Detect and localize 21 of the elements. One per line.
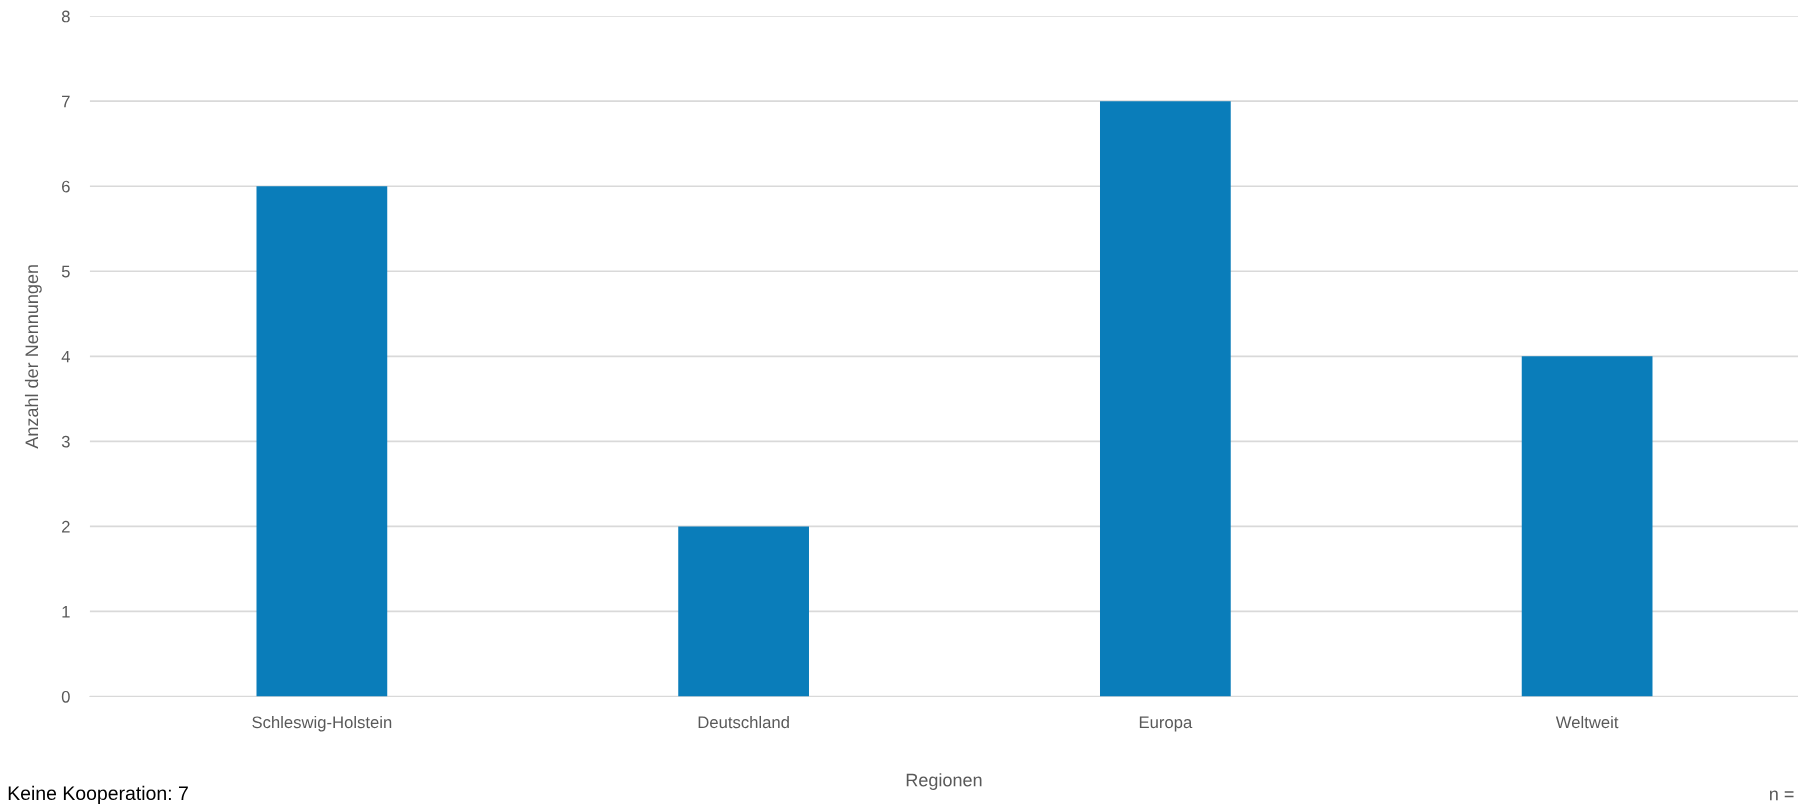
y-tick-label: 3 — [61, 435, 70, 448]
x-axis-title: Regionen — [906, 773, 982, 790]
y-tick-label: 8 — [61, 10, 70, 23]
y-tick-label: 6 — [62, 180, 70, 193]
y-tick-label: 5 — [61, 265, 70, 278]
y-tick-label: 0 — [61, 690, 70, 703]
x-tick-label: Europa — [1139, 716, 1193, 732]
text: Keine Kooperation: 7 — [8, 785, 188, 804]
y-tick-label: 1 — [62, 606, 70, 618]
y-axis-title: Anzahl der Nennungen — [24, 265, 42, 449]
x-tick-label: Deutschland — [698, 715, 789, 729]
bar — [678, 526, 809, 697]
x-tick-label: Weltweit — [1555, 715, 1619, 729]
bar — [256, 186, 388, 697]
text: n = — [1770, 790, 1794, 801]
y-tick-label: 7 — [62, 95, 70, 108]
bar — [1100, 101, 1231, 697]
x-tick-label: Schleswig-Holstein — [252, 715, 392, 732]
y-tick-label: 2 — [62, 520, 70, 533]
y-tick-label: 4 — [61, 350, 70, 363]
bar — [1521, 356, 1653, 697]
